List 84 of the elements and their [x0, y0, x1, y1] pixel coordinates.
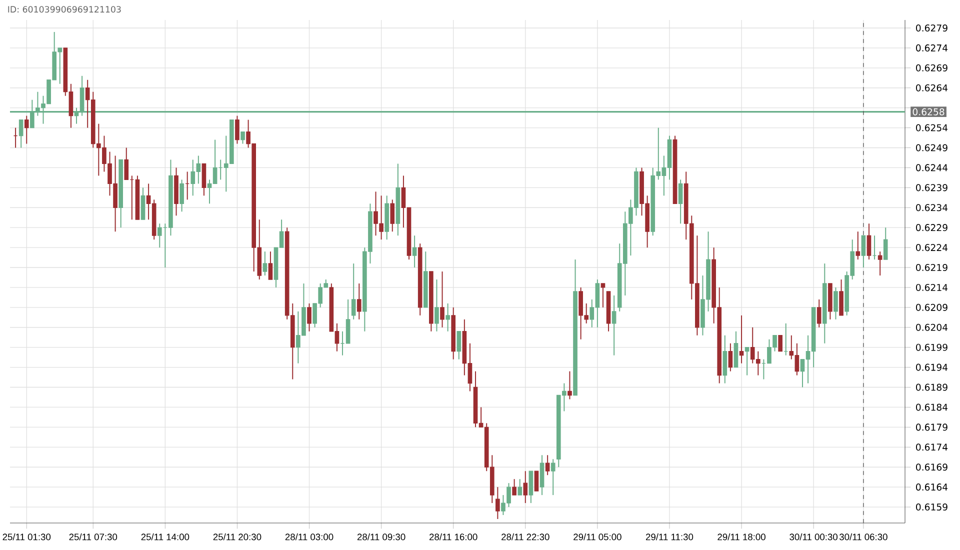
candlestick: [816, 298, 822, 328]
y-tick-label: 0.6184: [916, 404, 948, 411]
candlestick: [390, 199, 395, 232]
text: ID: 601039906969121103: [8, 6, 121, 13]
candlestick: [268, 251, 273, 280]
candlestick: [140, 187, 146, 220]
candlestick: [744, 346, 750, 376]
candlestick: [883, 227, 888, 260]
y-tick-label: 0.6174: [916, 444, 948, 451]
candlestick: [739, 314, 744, 364]
y-tick-label: 0.6214: [916, 284, 948, 291]
y-tick-label: 0.6224: [916, 244, 948, 252]
candlestick: [235, 115, 240, 144]
candlestick: [728, 342, 733, 372]
candlestick: [861, 235, 866, 268]
y-tick-label: 0.6199: [916, 344, 948, 351]
y-tick-label: 0.6234: [916, 204, 948, 212]
candlestick: [24, 115, 29, 144]
candlestick: [722, 334, 728, 384]
x-tick-label: 28/11 03:00: [285, 533, 334, 540]
candlestick: [180, 179, 184, 212]
x-tick-label: 28/11 22:30: [502, 533, 550, 540]
candlestick: [612, 294, 616, 356]
candlestick: [356, 282, 362, 320]
x-tick-label: 28/11 09:30: [357, 533, 406, 540]
y-tick-label: 0.6169: [916, 464, 948, 471]
candlestick: [456, 330, 462, 360]
candlestick: [202, 163, 206, 196]
y-tick-label: 0.6194: [916, 364, 948, 371]
candlestick: [523, 470, 528, 504]
candlestick: [568, 370, 572, 400]
candlestick: [878, 251, 882, 276]
candlestick: [734, 330, 738, 368]
y-tick-label: 0.6209: [916, 304, 948, 311]
x-tick-label: 25/11 20:30: [213, 533, 262, 540]
y-tick-label: 0.6264: [916, 84, 948, 92]
x-tick-label: 25/11 14:00: [141, 533, 190, 540]
y-tick-label: 0.6244: [916, 164, 948, 172]
x-tick-label: 25/11 07:30: [69, 533, 118, 540]
x-tick-label: 25/11 01:30: [2, 533, 51, 540]
y-tick-label: 0.6189: [916, 384, 948, 391]
y-tick-label: 0.6179: [916, 424, 948, 431]
candlestick: [262, 251, 268, 276]
candlestick: [856, 231, 860, 260]
x-tick-label: 29/11 18:00: [718, 533, 766, 540]
x-tick-label: 30/11 06:30: [839, 533, 888, 540]
candlestick: [412, 235, 417, 268]
candlestick: [834, 286, 838, 320]
candlestick: [440, 271, 444, 328]
candlestick: [534, 470, 539, 492]
candlestick: [600, 282, 606, 308]
candlestick: [540, 454, 544, 496]
candlestick: [351, 263, 356, 320]
candlestick: [518, 478, 522, 496]
candlestick: [778, 335, 782, 352]
x-tick-label: 28/11 16:00: [430, 533, 478, 540]
candlestick: [446, 302, 450, 332]
y-tick-label: 0.6249: [916, 144, 948, 152]
x-tick-label: 29/11 05:00: [574, 533, 622, 540]
candlestick: [678, 179, 683, 224]
candlestick: [496, 486, 500, 520]
y-tick-label: 0.6239: [916, 184, 948, 192]
candlestick: [434, 278, 439, 332]
y-tick-label: 0.6279: [916, 24, 948, 32]
candlestick: [550, 458, 556, 496]
x-tick-label: 29/11 11:30: [646, 533, 694, 540]
ref-line-label: 0.6258: [912, 108, 944, 116]
candlestick: [512, 478, 516, 496]
candlestick: [307, 302, 312, 332]
candlestick: [839, 278, 844, 316]
y-tick-label: 0.6164: [916, 484, 948, 491]
y-tick-label: 0.6274: [916, 44, 948, 52]
y-tick-label: 0.6219: [916, 264, 948, 272]
y-tick-label: 0.6204: [916, 324, 948, 331]
x-tick-label: 30/11 00:30: [790, 533, 838, 540]
candlestick: [545, 454, 550, 476]
candlestick: [866, 223, 872, 260]
candlestick: [18, 119, 24, 148]
candlestick: [528, 470, 534, 504]
y-tick-label: 0.6229: [916, 224, 948, 232]
y-tick-label: 0.6269: [916, 64, 948, 72]
y-tick-label: 0.6254: [916, 124, 948, 132]
y-tick-label: 0.6159: [916, 504, 948, 511]
candlestick: [240, 131, 245, 144]
